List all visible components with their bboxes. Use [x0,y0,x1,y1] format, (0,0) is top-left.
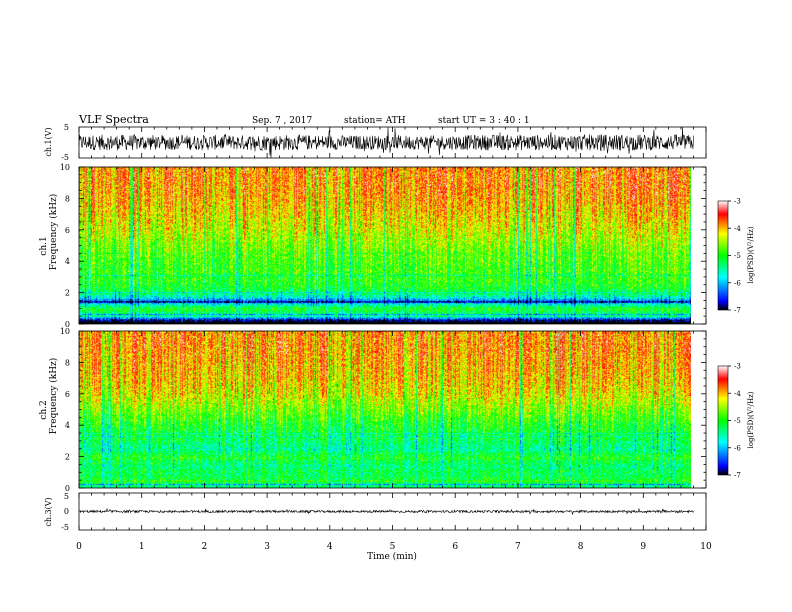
ch2-colorbar: -3 -4 -5 -6 -7 log(PSD)(V²/Hz) [717,363,755,480]
ch1-spectrogram-canvas [79,167,691,324]
x-tick-label: 5 [390,542,396,552]
y-tick-label: 2 [65,289,70,298]
ch3-ylabel: ch.3(V) [44,497,53,526]
station-label: station= ATH [344,116,406,126]
colorbar-tick-label: -4 [734,390,741,398]
y-tick-label: 0 [65,484,70,493]
y-tick-label: 10 [60,163,70,172]
x-tick-label: 2 [202,542,208,552]
figure-title: VLF Spectra [78,113,149,126]
y-tick-label: 6 [65,226,70,235]
ch3-ytick-top: 5 [64,492,69,501]
ch3-waveform-panel: 5 0 -5 ch.3(V) [44,492,707,532]
ch1-spec-ylabel-channel: ch.1 [39,236,49,255]
y-tick-label: 10 [60,327,70,336]
y-tick-label: 4 [65,421,70,430]
x-tick-label: 8 [578,542,584,552]
ch3-ytick-bottom: -5 [61,523,69,532]
x-axis: 0 1 2 3 4 5 6 7 8 9 10 [76,542,712,552]
ch1-waveform-panel: 5 -5 ch.1(V) [44,123,707,162]
colorbar-tick-label: -6 [734,279,741,287]
ch1-ytick-bottom: -5 [61,153,69,162]
ch2-spectrogram-panel: 0 2 4 6 8 10 ch.2 Frequency (kHz) [39,327,707,493]
ch3-wave-trace [78,508,694,516]
x-tick-label: 3 [264,542,270,552]
start-ut-label: start UT = 3 : 40 : 1 [438,116,530,126]
y-tick-label: 0 [65,320,70,329]
x-tick-label: 6 [452,542,458,552]
ch3-ytick-mid: 0 [64,507,69,516]
y-tick-label: 8 [65,358,70,367]
y-tick-label: 6 [65,390,70,399]
y-tick-label: 2 [65,453,70,462]
date-label: Sep. 7 , 2017 [252,116,312,126]
ch2-colorbar-label: log(PSD)(V²/Hz) [747,391,755,448]
x-tick-label: 9 [640,542,646,552]
x-axis-label: Time (min) [367,551,417,562]
ch2-spec-ylabel-channel: ch.2 [39,400,49,419]
x-tick-label: 10 [700,542,712,552]
ch2-spec-ylabel-frequency: Frequency (kHz) [48,358,59,435]
ch1-spectrogram-panel: 0 2 4 6 8 10 ch.1 Frequency (kHz) [39,163,707,329]
y-tick-label: 4 [65,257,70,266]
colorbar-tick-label: -6 [734,444,741,452]
x-tick-label: 7 [515,542,521,552]
x-tick-label: 0 [76,542,82,552]
colorbar-tick-label: -3 [734,198,741,206]
colorbar-tick-label: -7 [734,472,741,480]
colorbar-tick-label: -4 [734,225,741,233]
ch1-spec-ylabel-frequency: Frequency (kHz) [48,194,59,271]
ch1-wave-trace [78,126,694,159]
x-tick-label: 1 [139,542,145,552]
colorbar-tick-label: -5 [734,252,741,260]
ch2-spectrogram-canvas [79,331,691,488]
ch1-colorbar-label: log(PSD)(V²/Hz) [747,226,755,283]
ch1-colorbar: -3 -4 -5 -6 -7 log(PSD)(V²/Hz) [717,198,755,315]
ch1-ylabel: ch.1(V) [44,127,53,156]
ch1-ytick-top: 5 [64,123,69,132]
colorbar-tick-label: -7 [734,307,741,315]
y-tick-label: 8 [65,194,70,203]
colorbar-tick-label: -5 [734,417,741,425]
colorbar-tick-label: -3 [734,363,741,371]
x-tick-label: 4 [327,542,333,552]
